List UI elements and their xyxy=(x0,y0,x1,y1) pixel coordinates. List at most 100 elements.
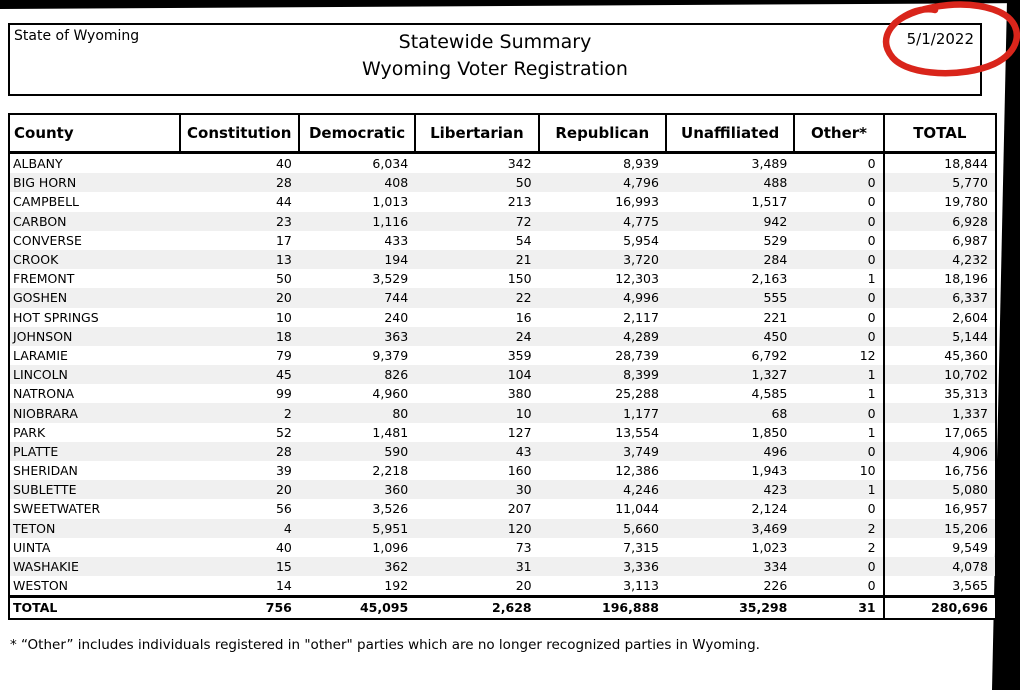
value-cell: 20 xyxy=(275,290,292,306)
county-name-cell: JOHNSON xyxy=(13,328,73,344)
value-cell: 0 xyxy=(867,501,876,517)
value-cell: 50 xyxy=(515,175,532,191)
report-header-box: State of Wyoming Statewide Summary Wyomi… xyxy=(8,23,982,96)
value-cell: 1,116 xyxy=(372,213,409,229)
value-cell: 9,379 xyxy=(372,347,409,363)
value-cell: 488 xyxy=(763,175,788,191)
value-cell: 17 xyxy=(275,232,292,248)
value-cell: 4,796 xyxy=(623,175,659,191)
value-cell: 0 xyxy=(867,252,876,268)
value-cell: 0 xyxy=(867,213,876,229)
value-cell: 104 xyxy=(507,367,532,383)
value-cell: 213 xyxy=(507,194,532,210)
value-cell: 408 xyxy=(384,175,409,191)
value-cell: 24 xyxy=(515,328,532,344)
value-cell: 5,954 xyxy=(623,232,659,248)
value-cell: 0 xyxy=(867,559,876,575)
table-row: LARAMIE 79 9,379 359 28,739 6,792 12 45,360 xyxy=(9,345,996,366)
value-cell: 2,163 xyxy=(751,271,788,287)
table-row: ALBANY 40 6,034 342 8,939 3,489 0 18,844 xyxy=(9,152,996,174)
value-cell: 18 xyxy=(275,328,292,344)
value-cell: 590 xyxy=(384,443,409,459)
column-header-libertarian: Libertarian xyxy=(415,114,540,154)
value-cell: 68 xyxy=(771,405,788,421)
value-cell: 12,303 xyxy=(615,271,659,287)
value-cell: 16,957 xyxy=(882,499,996,519)
value-cell: 20 xyxy=(275,482,292,498)
value-cell: 16,756 xyxy=(882,461,996,481)
report-title: Statewide Summary Wyoming Voter Registra… xyxy=(10,29,980,83)
value-cell: 0 xyxy=(867,328,876,344)
value-cell: 2,218 xyxy=(372,463,409,479)
value-cell: 45 xyxy=(275,367,292,383)
column-header-democratic: Democratic xyxy=(298,114,417,154)
value-cell: 450 xyxy=(763,328,788,344)
value-cell: 0 xyxy=(867,194,876,210)
value-cell: 28,739 xyxy=(615,347,659,363)
value-cell: 4,996 xyxy=(623,290,659,306)
value-cell: 160 xyxy=(507,463,532,479)
value-cell: 18,196 xyxy=(882,269,996,289)
value-cell: 7,315 xyxy=(623,539,659,555)
value-cell: 360 xyxy=(384,482,409,498)
voter-registration-table: County Constitution Democratic Libertarian R… xyxy=(8,113,997,620)
value-cell: 1,096 xyxy=(372,539,409,555)
value-cell: 1,481 xyxy=(372,424,409,440)
value-cell: 0 xyxy=(867,309,876,325)
value-cell: 207 xyxy=(507,501,532,517)
value-cell: 30 xyxy=(515,482,532,498)
value-cell: 5,951 xyxy=(372,520,409,536)
value-cell: 4 xyxy=(283,520,292,536)
value-cell: 362 xyxy=(384,559,409,575)
table-row: CROOK 13 194 21 3,720 284 0 4,232 xyxy=(9,249,996,270)
value-cell: 50 xyxy=(275,271,292,287)
value-cell: 4,585 xyxy=(751,386,788,402)
report-title-line2: Wyoming Voter Registration xyxy=(362,58,628,80)
value-cell: 23 xyxy=(275,213,292,229)
table-row: CAMPBELL 44 1,013 213 16,993 1,517 0 19,780 xyxy=(9,192,996,212)
column-header-republican: Republican xyxy=(538,114,667,154)
value-cell: 1,023 xyxy=(751,539,788,555)
value-cell: 3,749 xyxy=(623,443,659,459)
value-cell: 6,928 xyxy=(882,211,996,231)
value-cell: 40 xyxy=(275,156,292,172)
county-name-cell: ALBANY xyxy=(13,156,63,172)
value-cell: 3,469 xyxy=(751,520,788,536)
value-cell: 1,013 xyxy=(372,194,409,210)
value-cell: 2,124 xyxy=(751,501,788,517)
value-cell: 14 xyxy=(275,578,292,594)
header-row: County Constitution Democratic Libertarian R… xyxy=(9,114,996,154)
value-cell: 359 xyxy=(507,347,532,363)
value-cell: 3,565 xyxy=(882,576,996,597)
county-name-cell: NIOBRARA xyxy=(13,405,78,421)
value-cell: 3,720 xyxy=(623,252,659,268)
value-cell: 31 xyxy=(794,595,884,619)
county-name-cell: BIG HORN xyxy=(13,175,77,191)
value-cell: 2 xyxy=(867,539,876,555)
value-cell: 5,770 xyxy=(882,173,996,193)
value-cell: 79 xyxy=(275,347,292,363)
value-cell: 284 xyxy=(763,252,788,268)
value-cell: 44 xyxy=(275,194,292,210)
value-cell: 1,517 xyxy=(751,194,788,210)
value-cell: 6,034 xyxy=(372,156,409,172)
table-row: WASHAKIE 15 362 31 3,336 334 0 4,078 xyxy=(9,556,996,577)
value-cell: 28 xyxy=(275,443,292,459)
value-cell: 120 xyxy=(507,520,532,536)
value-cell: 11,044 xyxy=(615,501,659,517)
value-cell: 6,792 xyxy=(751,347,788,363)
value-cell: 56 xyxy=(275,501,292,517)
county-name-cell: CAMPBELL xyxy=(13,194,80,210)
value-cell: 2,604 xyxy=(882,307,996,327)
table-row: NATRONA 99 4,960 380 25,288 4,585 1 35,313 xyxy=(9,384,996,404)
value-cell: 35,313 xyxy=(882,384,996,404)
value-cell: 8,939 xyxy=(623,156,659,172)
value-cell: 99 xyxy=(275,386,292,402)
county-name-cell: LARAMIE xyxy=(13,347,68,363)
county-name-cell: CONVERSE xyxy=(13,232,82,248)
value-cell: 2,628 xyxy=(415,595,539,619)
value-cell: 2 xyxy=(283,405,292,421)
value-cell: 9,549 xyxy=(882,537,996,557)
value-cell: 4,775 xyxy=(623,213,659,229)
value-cell: 280,696 xyxy=(882,595,996,619)
